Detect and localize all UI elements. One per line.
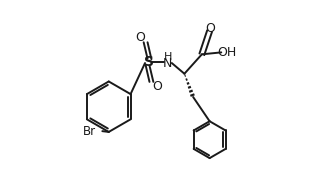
Text: OH: OH bbox=[217, 46, 237, 59]
Text: O: O bbox=[135, 31, 145, 44]
Text: O: O bbox=[152, 80, 162, 93]
Text: N: N bbox=[163, 56, 173, 70]
Text: Br: Br bbox=[82, 125, 96, 138]
Text: O: O bbox=[206, 22, 215, 35]
Text: H: H bbox=[164, 52, 172, 62]
Text: S: S bbox=[144, 55, 153, 69]
